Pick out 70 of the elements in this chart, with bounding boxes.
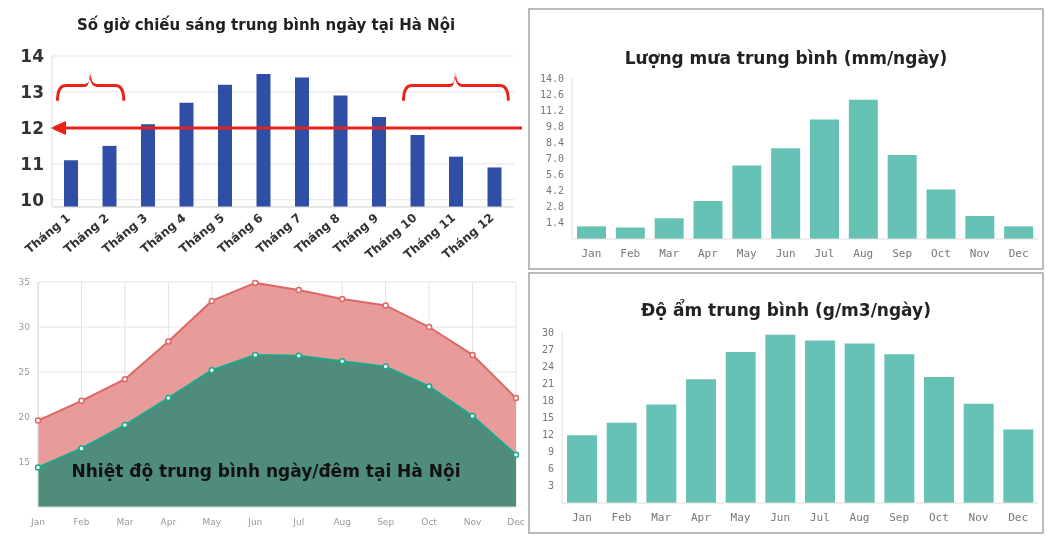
y-tick-label: 30 xyxy=(541,326,554,338)
x-tick-label: Apr xyxy=(160,517,177,527)
x-tick-label: Aug xyxy=(333,517,351,527)
x-tick-label: Dec xyxy=(507,517,525,527)
y-tick-label: 18 xyxy=(541,394,554,406)
x-tick-label: Nov xyxy=(969,247,991,260)
chart-title: Độ ẩm trung bình (g/m3/ngày) xyxy=(640,300,932,320)
y-tick-label: 27 xyxy=(541,343,554,355)
y-tick-label: 14.0 xyxy=(539,72,564,84)
x-tick-label: Jul xyxy=(814,247,835,260)
y-tick-label: 14 xyxy=(20,46,45,67)
y-tick-label: 15 xyxy=(541,412,554,424)
y-tick-label: 11.2 xyxy=(539,104,564,116)
x-tick-label: Nov xyxy=(968,511,989,524)
x-tick-label: Apr xyxy=(697,247,719,260)
x-tick-label: Dec xyxy=(1008,247,1029,260)
y-tick-label: 15 xyxy=(18,457,30,468)
x-tick-label: Jun xyxy=(775,247,796,260)
y-tick-label: 7.0 xyxy=(545,153,564,165)
y-tick-label: 20 xyxy=(18,412,31,423)
x-tick-label: Sep xyxy=(377,517,395,527)
x-tick-label: Jun xyxy=(770,511,791,524)
y-tick-label: 12.6 xyxy=(539,88,564,100)
chart-title: Lượng mưa trung bình (mm/ngày) xyxy=(623,48,949,68)
x-tick-label: Oct xyxy=(928,511,949,524)
y-tick-label: 24 xyxy=(541,360,554,372)
x-tick-label: Apr xyxy=(690,511,712,524)
y-tick-label: 5.6 xyxy=(545,169,564,181)
x-tick-label: Jul xyxy=(292,517,305,527)
y-tick-label: 6 xyxy=(547,463,554,475)
y-tick-label: 13 xyxy=(20,81,44,102)
y-tick-label: 1.4 xyxy=(545,217,564,229)
x-tick-label: Jun xyxy=(247,517,263,527)
x-tick-label: Feb xyxy=(611,511,632,524)
y-tick-label: 12 xyxy=(541,429,554,441)
x-tick-label: Oct xyxy=(930,247,951,260)
y-tick-label: 3 xyxy=(547,480,554,492)
x-tick-label: Feb xyxy=(73,517,90,527)
x-tick-label: May xyxy=(736,247,758,260)
y-tick-label: 25 xyxy=(18,367,30,378)
y-tick-label: 4.2 xyxy=(545,185,564,197)
x-tick-label: Jan xyxy=(571,511,592,524)
y-tick-label: 9.8 xyxy=(545,120,564,132)
y-tick-label: 30 xyxy=(18,322,31,333)
chart-title: Số giờ chiếu sáng trung bình ngày tại Hà Nội xyxy=(76,16,456,34)
x-tick-label: Jul xyxy=(809,511,830,524)
x-tick-label: Feb xyxy=(620,247,641,260)
y-tick-label: 12 xyxy=(20,117,44,138)
y-tick-label: 35 xyxy=(18,277,30,288)
x-tick-label: Mar xyxy=(116,517,134,527)
x-tick-label: Jan xyxy=(581,247,602,260)
x-tick-label: Sep xyxy=(892,247,913,260)
x-tick-label: Nov xyxy=(463,517,482,527)
x-tick-label: Aug xyxy=(849,511,870,524)
text: Nhiệt độ trung bình ngày/đêm tại Hà Nội xyxy=(71,461,461,481)
x-tick-label: Oct xyxy=(421,517,438,527)
x-tick-label: Mar xyxy=(651,511,672,524)
x-tick-label: May xyxy=(730,511,751,524)
x-tick-label: Sep xyxy=(889,511,910,524)
y-tick-label: 8.4 xyxy=(545,136,564,148)
x-tick-label: Dec xyxy=(1008,511,1029,524)
y-tick-label: 9 xyxy=(547,446,554,458)
y-tick-label: 11 xyxy=(20,153,44,174)
x-tick-label: May xyxy=(202,517,222,527)
y-tick-label: 2.8 xyxy=(545,201,564,213)
y-tick-label: 21 xyxy=(541,377,554,389)
y-tick-label: 10 xyxy=(20,189,45,210)
x-tick-label: Aug xyxy=(853,247,874,260)
x-tick-label: Jan xyxy=(30,517,45,527)
x-tick-label: Mar xyxy=(659,247,680,260)
